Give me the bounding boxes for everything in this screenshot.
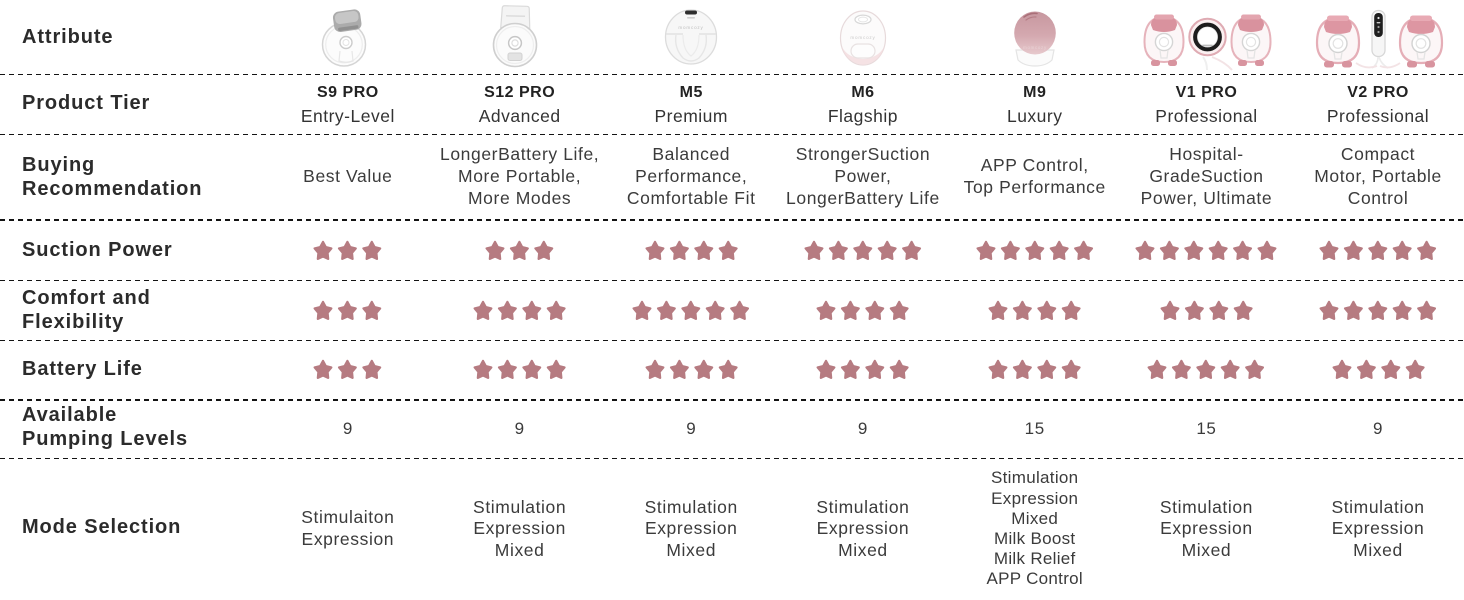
svg-text:momcozy: momcozy [850, 35, 875, 40]
svg-text:momcozy: momcozy [678, 25, 703, 30]
svg-text:momcozy: momcozy [1023, 45, 1047, 50]
